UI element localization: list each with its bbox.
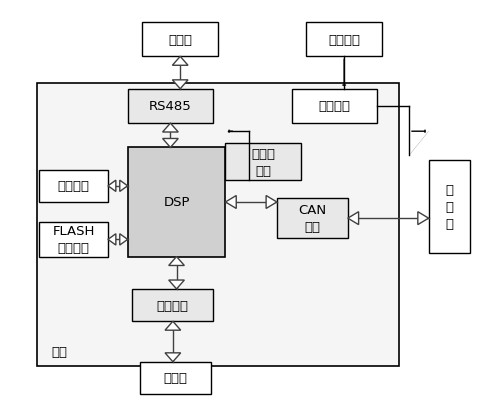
Polygon shape	[108, 234, 116, 245]
Polygon shape	[162, 139, 178, 148]
Polygon shape	[108, 181, 116, 192]
Bar	[142, 23, 218, 57]
Bar	[40, 222, 108, 257]
Polygon shape	[165, 321, 181, 330]
Bar	[140, 362, 211, 394]
Polygon shape	[266, 196, 277, 209]
Polygon shape	[348, 212, 358, 225]
Bar	[133, 289, 213, 321]
Text: 时钟芯片: 时钟芯片	[58, 180, 90, 193]
Bar	[128, 90, 213, 124]
Bar	[292, 90, 377, 124]
Polygon shape	[162, 124, 178, 133]
Bar	[226, 144, 301, 180]
Text: 维护端: 维护端	[163, 371, 187, 384]
Text: 转
接
盒: 转 接 盒	[446, 183, 453, 230]
Text: 看门狗
电路: 看门狗 电路	[251, 147, 275, 177]
Text: DSP: DSP	[163, 196, 190, 209]
Polygon shape	[169, 280, 184, 289]
Polygon shape	[226, 196, 236, 209]
Bar	[429, 160, 470, 253]
Text: RS485: RS485	[149, 100, 192, 113]
Bar	[128, 148, 226, 257]
Bar	[37, 83, 399, 366]
Text: 外部电源: 外部电源	[328, 34, 360, 47]
Polygon shape	[120, 234, 128, 245]
Polygon shape	[120, 181, 128, 192]
Text: 显示屏: 显示屏	[168, 34, 192, 47]
Text: CAN
接口: CAN 接口	[298, 204, 326, 234]
Text: 电源模块: 电源模块	[318, 100, 350, 113]
Polygon shape	[172, 81, 188, 90]
Polygon shape	[172, 57, 188, 66]
Polygon shape	[165, 353, 181, 362]
Text: 以太网口: 以太网口	[157, 299, 189, 312]
Bar	[277, 198, 348, 239]
Bar	[40, 170, 108, 202]
Polygon shape	[418, 212, 429, 225]
Text: 主机: 主机	[51, 345, 68, 358]
Text: FLASH
存储芯片: FLASH 存储芯片	[52, 225, 95, 255]
Bar	[306, 23, 382, 57]
Polygon shape	[169, 257, 184, 266]
